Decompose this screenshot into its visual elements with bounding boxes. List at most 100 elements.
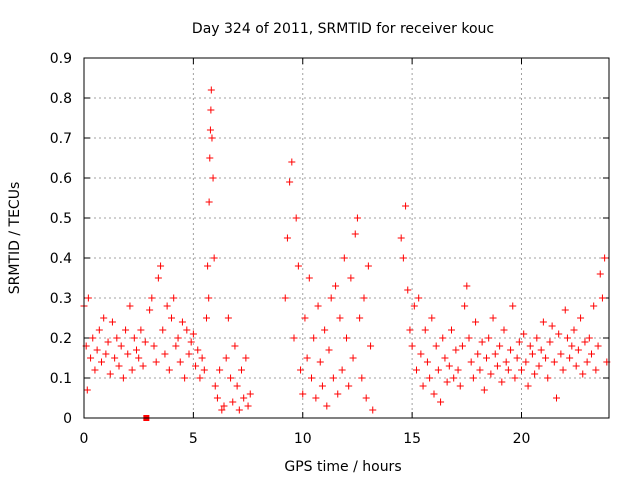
data-point (208, 134, 216, 142)
data-point (207, 106, 215, 114)
y-tick-label: 0.3 (50, 291, 72, 307)
data-point (146, 306, 154, 314)
data-point (448, 326, 455, 334)
data-point (137, 326, 145, 334)
data-point (185, 350, 193, 358)
data-point (100, 314, 108, 322)
data-point (163, 302, 171, 310)
data-point (244, 402, 252, 410)
data-point (502, 358, 510, 366)
data-point (524, 382, 532, 390)
data-point (404, 286, 412, 294)
data-point (491, 350, 499, 358)
data-point (557, 350, 565, 358)
data-point (305, 274, 313, 282)
data-point (172, 342, 180, 350)
data-point (555, 330, 563, 338)
data-point (445, 362, 453, 370)
x-tick-label: 0 (80, 431, 89, 447)
data-point (108, 318, 116, 326)
data-point (559, 366, 567, 374)
data-point (566, 354, 574, 362)
data-point (89, 334, 97, 342)
data-point (594, 342, 602, 350)
data-point (161, 350, 169, 358)
data-point (87, 354, 95, 362)
data-point (227, 374, 235, 382)
data-point (421, 326, 429, 334)
data-point (159, 326, 167, 334)
data-point (93, 346, 101, 354)
y-tick-label: 0.7 (50, 131, 72, 147)
data-point (332, 282, 340, 290)
data-point (579, 370, 587, 378)
data-point (122, 326, 130, 334)
y-axis-ticks: 0 0.1 0.2 0.3 0.4 0.5 0.6 0.7 0.8 0.9 (50, 51, 609, 427)
x-tick-label: 20 (513, 431, 531, 447)
data-point (581, 338, 589, 346)
data-point (111, 354, 119, 362)
data-point (207, 86, 215, 94)
data-point (235, 406, 243, 414)
data-point (432, 342, 440, 350)
data-point (423, 358, 431, 366)
y-tick-label: 0 (63, 411, 72, 427)
data-point (224, 314, 232, 322)
data-point (283, 234, 291, 242)
y-tick-label: 0.1 (50, 371, 72, 387)
data-point (362, 394, 370, 402)
data-point (413, 366, 420, 374)
data-point (509, 302, 517, 310)
data-point (437, 398, 445, 406)
data-point (281, 294, 289, 302)
data-point (537, 346, 545, 354)
data-point (522, 358, 530, 366)
data-point (419, 382, 427, 390)
data-point (345, 382, 353, 390)
data-point (458, 342, 466, 350)
data-point (456, 382, 464, 390)
data-point (238, 366, 245, 374)
data-point (321, 326, 329, 334)
data-point (119, 374, 127, 382)
data-point (124, 350, 132, 358)
data-point (318, 382, 326, 390)
data-point (106, 370, 114, 378)
data-point (152, 358, 160, 366)
data-point (148, 294, 156, 302)
data-point (483, 354, 490, 362)
data-point (211, 382, 219, 390)
data-point (417, 350, 425, 358)
data-point (353, 214, 361, 222)
data-point (323, 402, 331, 410)
data-point (430, 390, 438, 398)
data-point (327, 294, 335, 302)
x-axis-label: GPS time / hours (284, 459, 401, 475)
data-point (360, 294, 368, 302)
data-point (463, 282, 471, 290)
data-point (288, 158, 296, 166)
data-point (574, 346, 582, 354)
data-point (128, 366, 136, 374)
x-tick-label: 10 (294, 431, 312, 447)
data-point (203, 314, 210, 322)
data-point (340, 254, 348, 262)
data-point (181, 374, 189, 382)
y-tick-label: 0.9 (50, 51, 72, 67)
data-point (130, 334, 138, 342)
data-point (83, 386, 91, 394)
data-point (206, 154, 214, 162)
data-point (165, 366, 173, 374)
data-point (454, 366, 462, 374)
data-point (592, 366, 600, 374)
data-point (115, 362, 123, 370)
data-point (485, 334, 493, 342)
data-point (174, 334, 182, 342)
data-point (601, 254, 609, 262)
data-point (299, 390, 307, 398)
data-point (504, 366, 512, 374)
data-point (104, 338, 112, 346)
data-point (426, 374, 434, 382)
data-point (135, 354, 143, 362)
